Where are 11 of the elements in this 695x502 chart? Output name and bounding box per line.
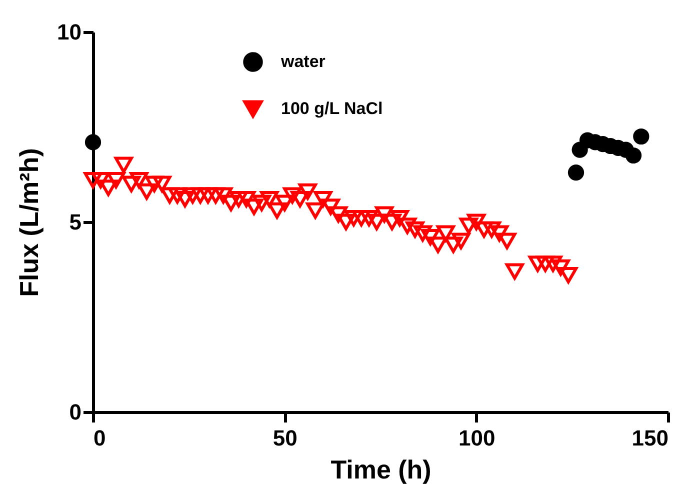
- x-tick-label: 100: [458, 426, 496, 450]
- x-tick-label: 0: [94, 426, 106, 450]
- y-tick-label: 10: [57, 20, 82, 44]
- y-axis-title: Flux (L/m²h): [14, 148, 44, 297]
- legend-label: water: [280, 52, 326, 71]
- x-tick-label: 50: [272, 426, 298, 450]
- x-tick-label: 150: [632, 426, 668, 450]
- y-tick-label: 0: [69, 400, 82, 424]
- legend-label: 100 g/L NaCl: [281, 99, 383, 118]
- x-axis-title: Time (h): [330, 454, 432, 484]
- y-tick-label: 5: [69, 210, 82, 234]
